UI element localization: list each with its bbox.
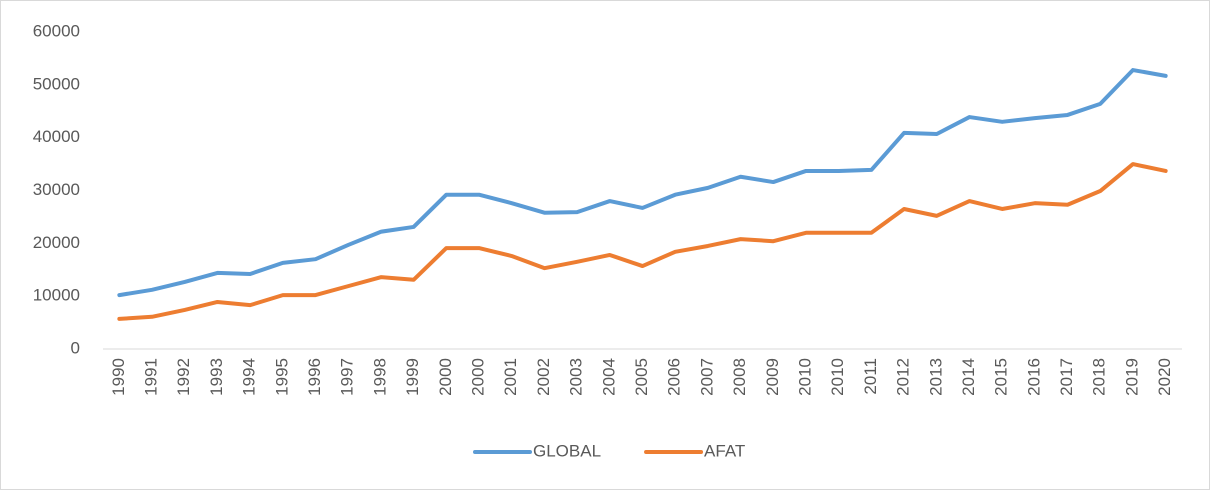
x-tick-label: 2000 [468, 358, 487, 396]
x-tick-label: 2004 [599, 358, 618, 396]
x-tick-label: 2020 [1155, 358, 1174, 396]
x-tick-label: 1993 [207, 358, 226, 396]
y-tick-label: 20000 [33, 233, 80, 252]
x-tick-label: 1992 [174, 358, 193, 396]
x-tick-label: 2019 [1122, 358, 1141, 396]
x-tick-label: 1999 [403, 358, 422, 396]
x-tick-label: 2016 [1024, 358, 1043, 396]
legend-label: GLOBAL [533, 441, 601, 460]
x-tick-label: 1996 [305, 358, 324, 396]
x-tick-label: 2018 [1090, 358, 1109, 396]
x-tick-label: 2011 [861, 358, 880, 395]
x-tick-label: 2010 [828, 358, 847, 396]
x-tick-label: 2002 [534, 358, 553, 396]
x-tick-label: 2009 [763, 358, 782, 396]
x-tick-label: 2012 [894, 358, 913, 396]
x-tick-label: 2010 [795, 358, 814, 396]
y-tick-label: 30000 [33, 180, 80, 199]
x-tick-label: 2017 [1057, 358, 1076, 396]
x-tick-label: 2013 [926, 358, 945, 396]
x-tick-label: 2008 [730, 358, 749, 396]
series-line [117, 68, 1168, 298]
x-tick-label: 2000 [436, 358, 455, 396]
y-tick-label: 60000 [33, 21, 80, 40]
x-tick-label: 1997 [338, 358, 357, 396]
x-tick-label: 2001 [501, 358, 520, 396]
y-tick-label: 10000 [33, 286, 80, 305]
x-tick-label: 2015 [992, 358, 1011, 396]
x-tick-label: 1991 [142, 358, 161, 396]
x-tick-label: 2014 [959, 358, 978, 396]
x-tick-label: 1994 [240, 358, 259, 396]
x-tick-label: 1998 [370, 358, 389, 396]
y-tick-label: 50000 [33, 74, 80, 93]
y-tick-label: 40000 [33, 127, 80, 146]
series-line [117, 162, 1168, 321]
x-tick-label: 2006 [665, 358, 684, 396]
x-tick-label: 2007 [697, 358, 716, 396]
x-tick-label: 2005 [632, 358, 651, 396]
x-tick-label: 1995 [272, 358, 291, 396]
y-tick-label: 0 [71, 338, 80, 357]
x-tick-label: 1990 [109, 358, 128, 396]
x-tick-label: 2003 [567, 358, 586, 396]
legend-label: AFAT [704, 441, 745, 460]
